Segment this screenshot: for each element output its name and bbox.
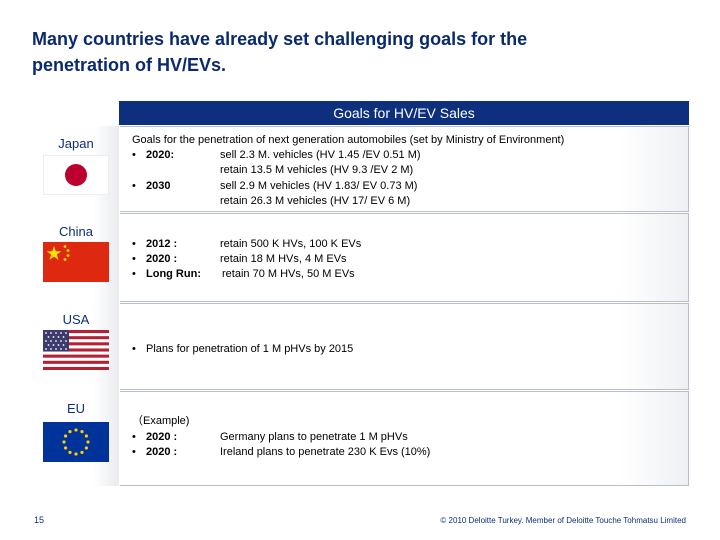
china-longrun-value: retain 70 M HVs, 50 M EVs [222, 268, 355, 280]
footer-copyright: © 2010 Deloitte Turkey. Member of Deloit… [440, 516, 686, 525]
japan-2020-retain: retain 13.5 M vehicles (HV 9.3 /EV 2 M) [220, 164, 414, 176]
goal-box-japan: Goals for the penetration of next genera… [120, 126, 689, 212]
eu-germany-label: 2020 : [146, 431, 178, 443]
china-row-2012: • 2012 : retain 500 K HVs, 100 K EVs [132, 237, 361, 251]
eu-row-ireland: • 2020 : Ireland plans to penetrate 230 K … [132, 445, 430, 459]
japan-2020-label: 2020: [146, 149, 175, 161]
china-2012-value: retain 500 K HVs, 100 K EVs [220, 238, 362, 250]
country-name-usa: USA [62, 312, 90, 327]
page-number: 15 [34, 515, 45, 525]
japan-intro: Goals for the penetration of next genera… [132, 134, 565, 146]
country-name-china: China [59, 224, 93, 239]
eu-row-germany: • 2020 : Germany plans to penetrate 1 M pH… [132, 430, 408, 444]
title-line-1: Many countries have already set challeng… [32, 29, 528, 49]
slide-title: Many countries have already set challeng… [32, 26, 692, 78]
eu-ireland-label: 2020 : [146, 446, 178, 458]
bullet: • [132, 431, 136, 443]
bullet: • [132, 268, 136, 280]
usa-flag-icon [43, 330, 109, 370]
bullet: • [132, 253, 136, 265]
china-2020-label: 2020 : [146, 253, 178, 265]
japan-flag-icon [43, 155, 109, 195]
japan-2030-sell: sell 2.9 M vehicles (HV 1.83/ EV 0.73 M) [220, 180, 418, 192]
japan-row-2030: • 2030 sell 2.9 M vehicles (HV 1.83/ EV 0.… [132, 179, 417, 193]
country-name-eu: EU [66, 401, 86, 416]
china-longrun-label: Long Run: [146, 268, 201, 280]
bullet: • [132, 446, 136, 458]
usa-row-1: • Plans for penetration of 1 M pHVs by 20… [132, 342, 353, 356]
country-name-japan: Japan [58, 136, 94, 151]
china-row-2020: • 2020 : retain 18 M HVs, 4 M EVs [132, 252, 347, 266]
goals-header-bar: Goals for HV/EV Sales [119, 101, 689, 125]
title-line-2: penetration of HV/EVs. [32, 55, 227, 75]
bullet: • [132, 180, 136, 192]
eu-germany-value: Germany plans to penetrate 1 M pHVs [220, 431, 408, 443]
bullet: • [132, 343, 136, 355]
goal-box-usa: • Plans for penetration of 1 M pHVs by 20… [120, 303, 689, 390]
eu-example-label: （Example) [132, 415, 190, 427]
china-2012-label: 2012 : [146, 238, 178, 250]
bullet: • [132, 149, 136, 161]
eu-flag-icon [43, 422, 109, 462]
china-flag-icon [43, 242, 109, 282]
bullet: • [132, 238, 136, 250]
usa-plan-text: Plans for penetration of 1 M pHVs by 201… [146, 343, 354, 355]
china-2020-value: retain 18 M HVs, 4 M EVs [220, 253, 347, 265]
china-row-longrun: • Long Run: retain 70 M HVs, 50 M EVs [132, 267, 355, 281]
japan-2020-sell: sell 2.3 M. vehicles (HV 1.45 /EV 0.51 M… [220, 149, 421, 161]
eu-ireland-value: Ireland plans to penetrate 230 K Evs (10… [220, 446, 431, 458]
japan-row-2020: • 2020: sell 2.3 M. vehicles (HV 1.45 /EV … [132, 148, 421, 162]
goals-header-label: Goals for HV/EV Sales [333, 105, 475, 121]
goal-box-china: • 2012 : retain 500 K HVs, 100 K EVs • 2020… [120, 213, 689, 302]
goal-box-eu: （Example) • 2020 : Germany plans to penetr… [120, 391, 689, 486]
japan-2030-label: 2030 [146, 180, 171, 192]
japan-2030-retain: retain 26.3 M vehicles (HV 17/ EV 6 M) [220, 195, 411, 207]
